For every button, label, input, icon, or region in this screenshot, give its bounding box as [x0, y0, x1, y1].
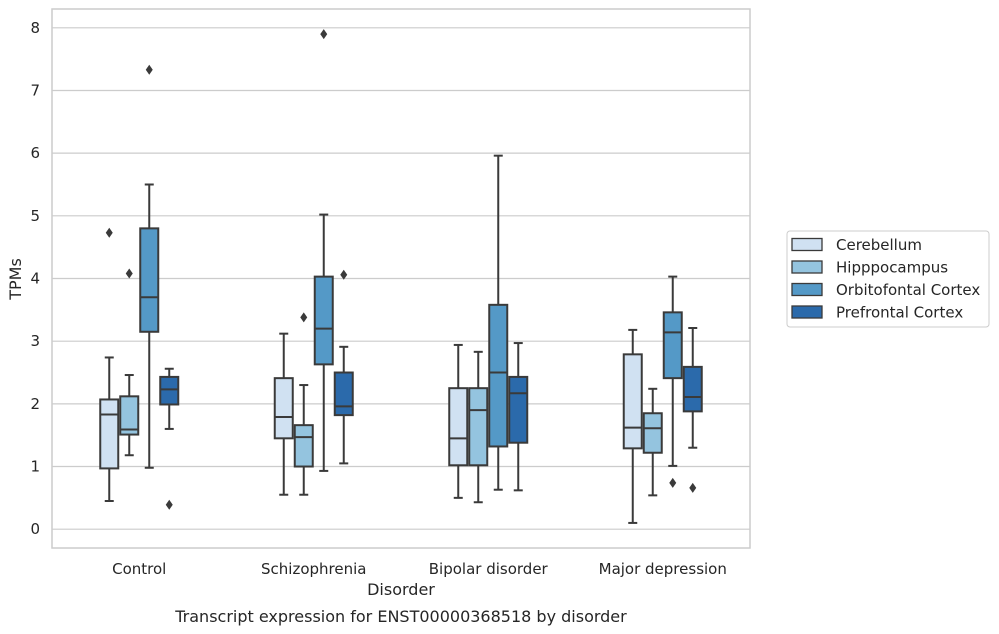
x-tick-label: Major depression — [599, 560, 727, 578]
x-axis-title: Disorder — [367, 580, 435, 599]
box-body — [662, 311, 683, 380]
y-tick-label: 6 — [30, 144, 40, 162]
legend-swatch — [791, 305, 823, 319]
box-body — [508, 375, 529, 444]
box-body — [159, 375, 180, 406]
legend-item: Prefrontal Cortex — [791, 304, 963, 322]
y-tick-label: 1 — [30, 458, 40, 476]
box-hipppocampus — [642, 387, 663, 497]
outlier-marker — [165, 499, 173, 510]
plot-frame — [51, 8, 751, 549]
box-orbitofontal-cortex — [313, 29, 334, 472]
legend-item: Orbitofontal Cortex — [791, 281, 980, 299]
outlier-marker — [105, 227, 113, 238]
chart-caption: Transcript expression for ENST0000036851… — [174, 607, 627, 626]
y-tick-label: 7 — [30, 81, 40, 99]
legend: Cerebellum Hipppocampus Orbitofontal Corte… — [786, 230, 990, 328]
y-tick-label: 5 — [30, 207, 40, 225]
box-orbitofontal-cortex — [662, 275, 683, 488]
box-body — [119, 395, 140, 436]
legend-swatch — [791, 260, 823, 274]
box-cerebellum — [273, 332, 294, 496]
legend-item: Cerebellum — [791, 236, 922, 254]
box-body — [293, 424, 314, 468]
box-body — [488, 303, 509, 448]
y-tick-label: 8 — [30, 19, 40, 37]
outlier-marker — [669, 477, 677, 488]
box-body — [468, 387, 489, 467]
box-body — [273, 377, 294, 440]
box-prefrontal-cortex — [333, 269, 354, 465]
outlier-marker — [320, 29, 328, 40]
legend-label: Orbitofontal Cortex — [836, 281, 980, 299]
box-body — [333, 371, 354, 417]
box-body — [139, 227, 160, 333]
box-body — [448, 387, 469, 467]
category-group — [99, 64, 180, 510]
outlier-marker — [145, 64, 153, 75]
x-tick-label: Bipolar disorder — [429, 560, 549, 578]
box-orbitofontal-cortex — [488, 154, 509, 491]
outlier-marker — [300, 312, 308, 323]
x-tick-label: Control — [112, 560, 166, 578]
box-hipppocampus — [293, 312, 314, 496]
box-prefrontal-cortex — [508, 342, 529, 492]
y-tick-labels: 0 1 2 3 4 5 6 7 8 — [30, 19, 40, 538]
box-body — [682, 365, 703, 413]
y-axis-title: TPMs — [6, 258, 25, 301]
legend-frame — [786, 230, 990, 328]
y-tick-label: 2 — [30, 395, 40, 413]
y-tick-label: 0 — [30, 520, 40, 538]
outlier-marker — [689, 482, 697, 493]
y-tick-label: 4 — [30, 270, 40, 288]
box-cerebellum — [622, 328, 643, 524]
outlier-marker — [340, 269, 348, 280]
x-tick-label: Schizophrenia — [261, 560, 366, 578]
y-tick-label: 3 — [30, 332, 40, 350]
box-prefrontal-cortex — [159, 367, 180, 510]
box-hipppocampus — [468, 350, 489, 504]
category-group — [273, 29, 354, 496]
box-orbitofontal-cortex — [139, 64, 160, 469]
legend-swatch — [791, 237, 823, 252]
box-cerebellum — [99, 227, 120, 502]
legend-label: Hipppocampus — [836, 259, 948, 277]
box-body — [313, 275, 334, 366]
box-body — [622, 353, 643, 450]
box-groups — [99, 29, 703, 524]
box-cerebellum — [448, 343, 469, 499]
box-hipppocampus — [119, 268, 140, 457]
legend-label: Cerebellum — [836, 236, 922, 254]
legend-item: Hipppocampus — [791, 259, 948, 277]
legend-swatch — [791, 282, 823, 297]
box-prefrontal-cortex — [682, 327, 703, 493]
category-group — [622, 275, 703, 524]
box-body — [99, 398, 120, 470]
box-body — [642, 412, 663, 454]
outlier-marker — [125, 268, 133, 279]
legend-label: Prefrontal Cortex — [836, 304, 963, 322]
category-group — [448, 154, 529, 504]
x-tick-labels: Control Schizophrenia Bipolar disorder Majo… — [112, 560, 727, 578]
